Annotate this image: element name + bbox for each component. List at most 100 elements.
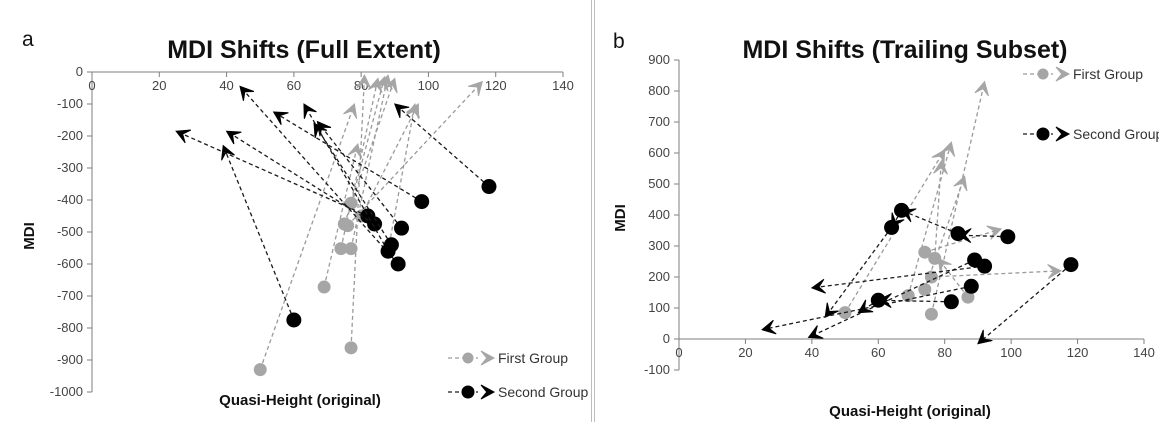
shift-line <box>243 90 399 265</box>
chart-b-y-tick-label: 900 <box>648 52 670 67</box>
chart-b-y-tick-label: 200 <box>648 269 670 284</box>
chart-b-svg: b MDI Shifts (Trailing Subset) Quasi-Hei… <box>612 30 1159 420</box>
legend-arrow <box>480 350 496 366</box>
shift-line <box>350 82 384 204</box>
chart-b-x-tick-label: 0 <box>675 345 682 360</box>
shift-line <box>941 262 969 298</box>
arrow-head <box>347 142 363 159</box>
chart-b-series-first-group <box>838 80 1063 321</box>
chart-a-y-axis-title: MDI <box>21 222 38 250</box>
chart-b-x-tick-label: 80 <box>937 345 951 360</box>
arrow-head <box>405 103 420 119</box>
data-point <box>943 294 959 310</box>
legend-label-second-group: Second Group <box>1073 126 1159 142</box>
legend-arrow <box>480 384 496 400</box>
arrow-head <box>343 103 358 119</box>
data-point <box>1000 229 1016 245</box>
data-point <box>884 219 900 235</box>
arrow-head <box>824 302 839 319</box>
arrow-head <box>383 77 398 94</box>
arrow-head <box>940 141 956 157</box>
chart-b-x-tick-label: 100 <box>1000 345 1022 360</box>
chart-b-y-tick-label: 500 <box>648 176 670 191</box>
data-point <box>901 289 915 303</box>
arrow-head <box>977 329 993 345</box>
chart-b-plot: -100 0 100 200 300 400 500 600 700 800 900 0 20 40 60 8… <box>644 52 1155 377</box>
chart-b-x-tick-label: 20 <box>738 345 752 360</box>
data-point <box>924 307 938 321</box>
chart-a-y-tick-label: -100 <box>57 96 83 111</box>
legend-label-second-group: Second Group <box>498 384 588 400</box>
shift-line <box>924 181 964 290</box>
shift-line <box>278 114 423 203</box>
shift-line <box>347 85 479 227</box>
shift-line <box>387 109 415 252</box>
arrow-head <box>356 74 372 89</box>
chart-b-x-axis-title: Quasi-Height (original) <box>829 403 991 420</box>
legend-arrow <box>1055 66 1071 82</box>
arrow-head <box>221 144 235 161</box>
legend-label-first-group: First Group <box>1073 66 1143 82</box>
chart-a-x-tick-label: 140 <box>552 78 574 93</box>
shift-line <box>181 133 369 217</box>
chart-panel-a: a MDI Shifts (Full Extent) Quasi-Height … <box>21 0 592 422</box>
arrow-head <box>937 257 952 274</box>
arrow-head <box>468 80 483 97</box>
data-point <box>918 282 932 296</box>
shift-line <box>906 212 959 235</box>
arrow-head <box>807 325 824 339</box>
data-point <box>341 219 355 233</box>
legend-label-first-group: First Group <box>498 350 568 366</box>
chart-b-y-tick-label: 300 <box>648 238 670 253</box>
arrow-head <box>1047 263 1063 279</box>
chart-b-y-tick-label: 800 <box>648 83 670 98</box>
chart-a-y-tick-label: -900 <box>57 352 83 367</box>
shift-line <box>924 230 996 253</box>
shift-line <box>767 285 972 330</box>
chart-panel-b: b MDI Shifts (Trailing Subset) Quasi-Hei… <box>594 0 1159 422</box>
chart-b-x-tick-label: 140 <box>1133 345 1155 360</box>
data-point <box>870 292 886 308</box>
arrow-head <box>986 225 1003 240</box>
shift-line <box>398 107 490 188</box>
data-point <box>317 280 331 294</box>
chart-a-x-tick-label: 20 <box>152 78 166 93</box>
chart-b-y-tick-label: 0 <box>663 331 670 346</box>
legend-marker <box>1037 68 1049 80</box>
chart-a-y-tick-label: -600 <box>57 256 83 271</box>
chart-a-svg: a MDI Shifts (Full Extent) Quasi-Height … <box>21 28 588 409</box>
shift-line <box>828 227 893 313</box>
chart-b-y-tick-label: 100 <box>648 300 670 315</box>
chart-a-y-tick-label: -700 <box>57 288 83 303</box>
chart-a-x-axis-title: Quasi-Height (original) <box>219 392 381 409</box>
chart-b-y-tick-label: 600 <box>648 145 670 160</box>
shift-line <box>907 147 951 296</box>
data-point <box>344 242 358 256</box>
shift-line <box>813 259 975 336</box>
arrow-head <box>239 85 255 101</box>
chart-a-x-tick-label: 60 <box>287 78 301 93</box>
shift-line <box>231 133 375 225</box>
data-point <box>344 341 358 355</box>
data-point <box>253 363 267 377</box>
data-point <box>918 245 932 259</box>
shift-line <box>259 109 354 370</box>
chart-a-x-tick-label: 120 <box>485 78 507 93</box>
shift-line <box>934 166 942 259</box>
shift-line <box>982 264 1072 341</box>
data-point <box>481 179 497 195</box>
chart-b-y-tick-label: 400 <box>648 207 670 222</box>
arrow-head <box>313 122 328 139</box>
arrow-head <box>393 103 410 119</box>
data-point <box>928 251 942 265</box>
data-point <box>334 242 348 256</box>
arrow-head <box>303 103 317 119</box>
chart-b-y-tick-label: 700 <box>648 114 670 129</box>
data-point <box>390 256 406 272</box>
data-point <box>963 278 979 294</box>
chart-b-series-second-group <box>761 202 1079 345</box>
data-point <box>394 220 410 236</box>
data-point <box>894 202 910 218</box>
chart-a-y-tick-label: -800 <box>57 320 83 335</box>
chart-a-x-tick-label: 100 <box>418 78 440 93</box>
